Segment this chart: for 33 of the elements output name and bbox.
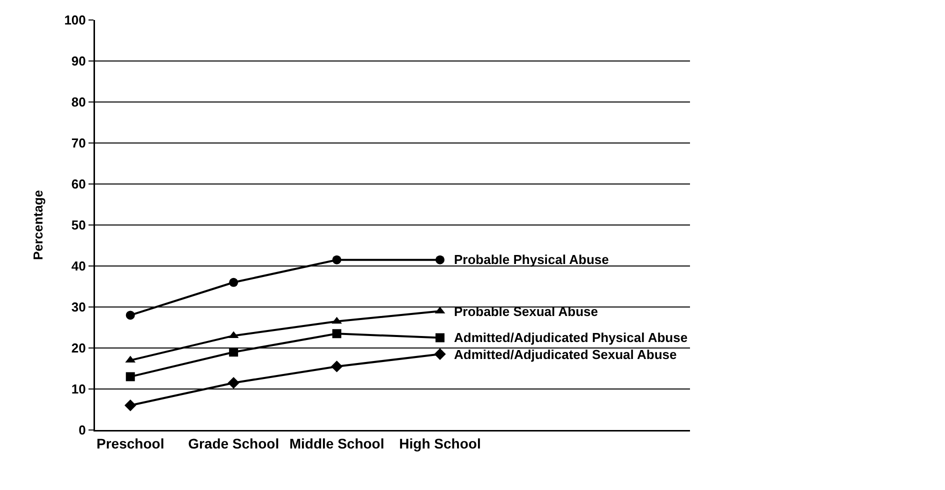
y-tick-label: 40 xyxy=(71,258,86,274)
point xyxy=(434,348,446,360)
y-tick-label: 50 xyxy=(71,218,86,233)
y-axis-title: Percentage xyxy=(30,190,46,260)
point xyxy=(229,348,238,357)
point xyxy=(124,400,136,412)
point xyxy=(229,278,238,287)
y-tick-label: 60 xyxy=(71,176,86,192)
x-tick-label: Middle School xyxy=(289,435,384,452)
y-tick-label: 70 xyxy=(71,136,86,151)
x-tick-label: High School xyxy=(399,435,481,452)
point xyxy=(332,255,342,264)
point xyxy=(228,377,240,389)
series-label: Probable Sexual Abuse xyxy=(454,304,598,319)
point xyxy=(126,372,135,382)
y-tick-label: 80 xyxy=(71,94,86,110)
y-tick-label: 0 xyxy=(78,422,86,438)
y-tick-label: 20 xyxy=(71,340,86,356)
point xyxy=(126,310,135,320)
y-tick-label: 30 xyxy=(71,300,86,315)
point xyxy=(436,255,444,264)
x-tick-label: Preschool xyxy=(96,435,164,452)
point xyxy=(330,360,343,372)
series-label: Probable Physical Abuse xyxy=(454,252,609,267)
point xyxy=(332,329,342,338)
series-label: Admitted/Adjudicated Physical Abuse xyxy=(454,330,688,345)
y-tick-label: 10 xyxy=(71,382,86,397)
point xyxy=(436,333,444,342)
x-tick-label: Grade School xyxy=(188,435,280,452)
series-label: Admitted/Adjudicated Sexual Abuse xyxy=(454,347,677,362)
point xyxy=(332,316,342,324)
y-tick-label: 90 xyxy=(71,54,86,69)
y-tick-label: 100 xyxy=(64,12,86,28)
